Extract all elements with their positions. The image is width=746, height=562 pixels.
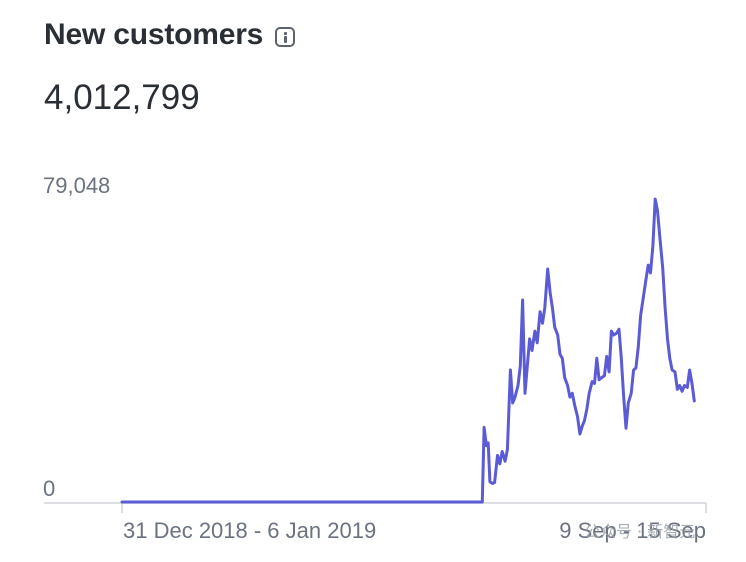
x-tick-label-start: 31 Dec 2018 - 6 Jan 2019 — [123, 518, 376, 543]
watermark-text: 公众号 · 新智元 — [584, 522, 696, 541]
series-line — [120, 197, 696, 504]
info-icon[interactable] — [275, 27, 296, 47]
y-tick-label-zero: 0 — [43, 476, 55, 501]
x-tick-label-end: 9 Sep - 15 Sep — [559, 518, 706, 543]
total-value: 4,012,799 — [44, 78, 200, 117]
chart-header: New customers — [44, 18, 296, 52]
y-tick-label-max: 79,048 — [43, 173, 110, 198]
chart-title: New customers — [44, 18, 264, 51]
